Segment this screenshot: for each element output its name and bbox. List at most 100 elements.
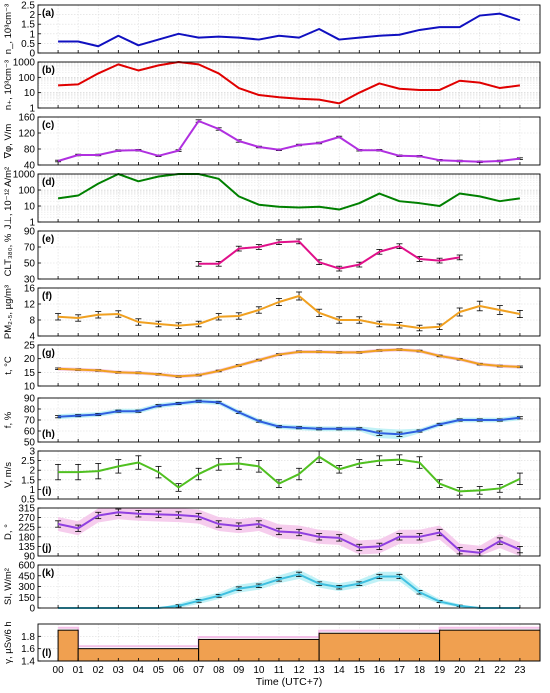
panel-c: 40 80 120 160 (c) ∇φ, V/m [3, 113, 541, 172]
x-tick-label: 18 [414, 665, 426, 676]
y-tick-label: 0 [29, 49, 35, 60]
y-axis-label: n_, 10³cm⁻³ [3, 4, 14, 54]
y-tick-label: 50 [24, 259, 36, 270]
panel-tag: (i) [42, 486, 51, 497]
series-line [58, 295, 521, 329]
y-axis-label: f, % [3, 411, 14, 428]
y-tick-label: 450 [18, 571, 35, 582]
step-bar [318, 632, 441, 662]
y-tick-label: 160 [18, 113, 35, 124]
y-tick-label: 90 [24, 552, 36, 563]
panel-g: 10 15 20 25 (g) t, °C [3, 341, 541, 393]
x-tick-label: 14 [334, 665, 346, 676]
x-tick-label: 02 [93, 665, 105, 676]
x-tick-label: 09 [233, 665, 245, 676]
x-tick-label: 21 [474, 665, 486, 676]
panel-tag: (j) [42, 543, 51, 554]
axes-frame [37, 173, 541, 223]
x-tick-label: 16 [374, 665, 386, 676]
y-tick-label: 80 [24, 405, 36, 416]
y-tick-label: 225 [18, 523, 35, 534]
y-tick-label: 90 [24, 227, 36, 238]
axes-frame [37, 116, 541, 166]
y-tick-label: 270 [18, 513, 35, 524]
y-tick-label: 60 [24, 427, 36, 438]
y-tick-label: 2 [29, 466, 35, 477]
y-axis-label: V, m/s [3, 462, 14, 488]
y-tick-label: 135 [18, 542, 35, 553]
y-tick-label: 100 [18, 73, 35, 84]
y-axis-label: n₊, 10³cm⁻³ [3, 60, 14, 110]
y-tick-label: 120 [18, 129, 35, 140]
panel-f: 4 8 12 16 (f) PM₂.₅, µg/m³ [3, 284, 541, 343]
y-tick-label: 1 [29, 218, 35, 229]
y-tick-label: 50 [24, 438, 36, 449]
x-tick-label: 03 [113, 665, 125, 676]
shaded-band [58, 398, 520, 440]
panel-d: 1 10 100 1000 (d) J⊥, 10⁻¹² A/m² [3, 167, 541, 229]
x-tick-label: 15 [354, 665, 366, 676]
y-tick-label: 25 [24, 341, 36, 352]
x-axis-label: Time (UTC+7) [256, 676, 322, 688]
y-tick-label: 2.5 [21, 456, 35, 467]
axes-frame [37, 230, 541, 280]
x-tick-label: 17 [394, 665, 406, 676]
y-tick-label: 70 [24, 243, 36, 254]
y-tick-label: 90 [24, 394, 36, 405]
x-tick-label: 19 [434, 665, 446, 676]
y-tick-label: 10 [24, 382, 36, 393]
x-tick-label: 06 [173, 665, 185, 676]
axes-frame [37, 450, 541, 500]
series-line [198, 240, 460, 270]
step-bar [439, 629, 541, 662]
y-tick-label: 150 [18, 593, 35, 604]
series-line [58, 61, 521, 105]
x-tick-label: 04 [133, 665, 145, 676]
y-tick-label: 1000 [13, 170, 36, 181]
series-line [58, 400, 521, 436]
y-tick-label: 12 [24, 300, 36, 311]
series-line [57, 511, 521, 554]
x-tick-label: 11 [274, 665, 285, 676]
x-tick-label: 08 [213, 665, 225, 676]
x-tick-label: 20 [454, 665, 466, 676]
y-tick-label: 0.5 [21, 39, 35, 50]
y-tick-label: 1.5 [21, 475, 35, 486]
y-axis-label: CLT₃₈₀, % [3, 233, 14, 276]
panel-tag: (g) [42, 348, 55, 359]
y-tick-label: 1.5 [21, 20, 35, 31]
y-tick-label: 15 [24, 368, 36, 379]
x-tick-label: 05 [153, 665, 165, 676]
panel-tag: (h) [42, 429, 55, 440]
panel-tag: (f) [42, 291, 52, 302]
y-tick-label: 8 [29, 316, 35, 327]
y-tick-label: 1.4 [21, 657, 35, 668]
panel-tag: (k) [42, 568, 54, 579]
panel-b: 1 10 100 1000 (b) n₊, 10³cm⁻³ [3, 58, 541, 115]
y-tick-label: 100 [18, 186, 35, 197]
series-line [58, 348, 520, 378]
y-tick-label: 2.5 [21, 1, 35, 12]
panel-l: 1.4 1.61.8 (l) γ, µSv/6 h [3, 621, 541, 668]
y-axis-label: SI, W/m² [3, 568, 14, 605]
series-line [58, 12, 521, 48]
y-tick-label: 1.8 [21, 632, 35, 643]
x-tick-label: 13 [314, 665, 326, 676]
axes-frame [37, 507, 541, 557]
panel-i: 0.511.522.53 (i) V, m/s [3, 447, 541, 506]
panel-tag: (d) [42, 177, 55, 188]
y-tick-label: 20 [24, 354, 36, 365]
x-tick-label: 01 [73, 665, 85, 676]
panel-tag: (a) [42, 8, 54, 19]
series-line [58, 455, 521, 493]
y-axis-label: PM₂.₅, µg/m³ [3, 285, 14, 339]
y-tick-label: 10 [24, 88, 36, 99]
y-axis-label: J⊥, 10⁻¹² A/m² [3, 167, 14, 229]
y-tick-label: 0 [29, 604, 35, 615]
y-tick-label: 1 [29, 29, 35, 40]
panel-tag: (e) [42, 234, 54, 245]
